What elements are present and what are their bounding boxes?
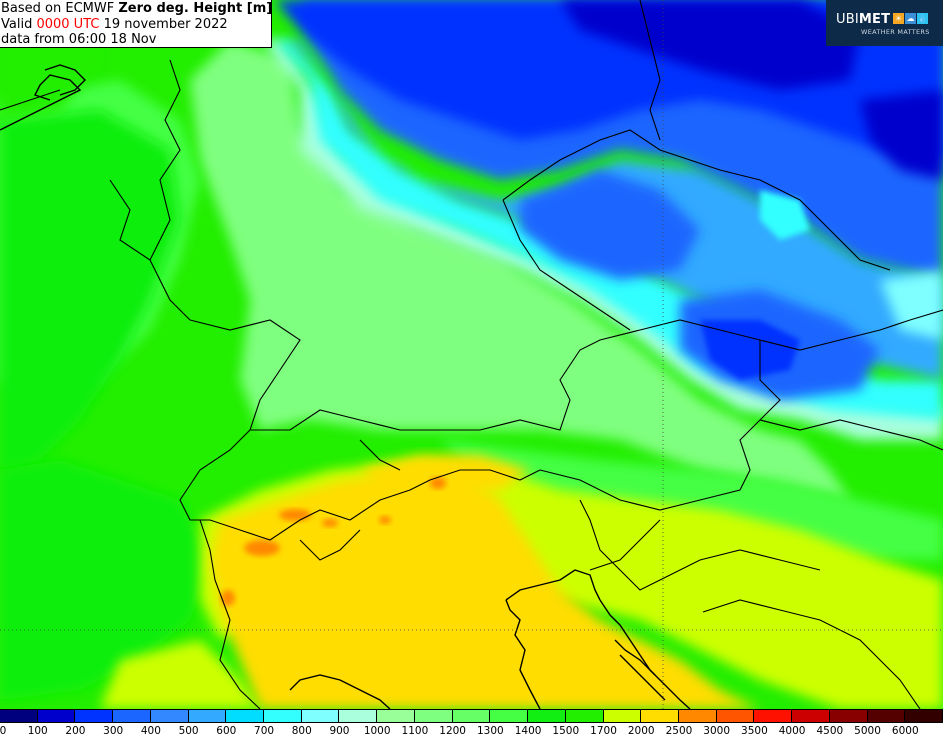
cyan-band bbox=[275, 40, 943, 420]
legend-label: 3000 bbox=[703, 725, 731, 737]
orange-patch-5 bbox=[322, 519, 338, 527]
legend-label: 6000 bbox=[891, 725, 919, 737]
legend-swatch bbox=[490, 709, 529, 723]
logo-icons: ☀ ☁ 💧 bbox=[893, 13, 928, 24]
legend-swatch bbox=[603, 709, 642, 723]
legend-swatch bbox=[678, 709, 717, 723]
legend-label: 4500 bbox=[816, 725, 844, 737]
legend-label: 400 bbox=[140, 725, 161, 737]
map-area bbox=[0, 0, 943, 709]
light-green-band bbox=[190, 40, 850, 500]
legend-label: 900 bbox=[329, 725, 350, 737]
legend-swatch bbox=[75, 709, 114, 723]
legend-label: 300 bbox=[103, 725, 124, 737]
orange-patch-4 bbox=[221, 590, 235, 606]
legend-swatch bbox=[226, 709, 265, 723]
legend-label: 800 bbox=[291, 725, 312, 737]
legend-swatch bbox=[716, 709, 755, 723]
legend-swatch bbox=[867, 709, 906, 723]
legend-label: 2500 bbox=[665, 725, 693, 737]
legend-swatch bbox=[188, 709, 227, 723]
coastlines bbox=[0, 64, 691, 709]
legend-swatch bbox=[905, 709, 943, 723]
legend-swatch bbox=[377, 709, 415, 723]
legend-swatch bbox=[150, 709, 189, 723]
legend-bar bbox=[0, 709, 943, 723]
title-line-2: Valid 0000 UTC 19 november 2022 bbox=[1, 17, 271, 33]
blue-blob-czech bbox=[520, 170, 700, 280]
legend-label: 3500 bbox=[741, 725, 768, 737]
darkest-blue-patch-north bbox=[560, 0, 860, 90]
legend-swatch bbox=[565, 709, 604, 723]
valid-time: 0000 UTC bbox=[36, 16, 100, 32]
source-text: Based on ECMWF bbox=[1, 1, 119, 16]
valid-label: Valid bbox=[1, 16, 37, 32]
valid-date: 19 november 2022 bbox=[99, 16, 228, 32]
legend-label: 0 bbox=[0, 725, 7, 737]
legend-swatch bbox=[792, 709, 830, 723]
west-green-lower bbox=[0, 460, 210, 700]
logo-brand-strong: UBI bbox=[836, 12, 859, 27]
medium-green-south bbox=[440, 440, 943, 560]
country-borders bbox=[0, 0, 943, 709]
legend-label: 700 bbox=[254, 725, 275, 737]
zero-degree-height-map bbox=[0, 0, 943, 709]
legend-label: 1000 bbox=[363, 725, 391, 737]
color-legend: 0 100 200 300 400 500 600 700 800 900 1000 1100 1200… bbox=[0, 709, 943, 739]
cyan-patch-mid bbox=[760, 190, 810, 240]
legend-swatch bbox=[528, 709, 566, 723]
legend-label: 1200 bbox=[439, 725, 466, 737]
legend-label: 4000 bbox=[778, 725, 806, 737]
legend-swatch bbox=[0, 709, 38, 723]
title-line-1: Based on ECMWF Zero deg. Height [m] bbox=[1, 1, 273, 17]
logo-brand-rest: MET bbox=[858, 12, 891, 27]
sun-icon: ☀ bbox=[893, 13, 904, 24]
logo-wordmark: UBIMET bbox=[836, 12, 890, 27]
legend-swatch bbox=[641, 709, 679, 723]
legend-swatch bbox=[414, 709, 453, 723]
legend-swatch bbox=[339, 709, 378, 723]
logo-tagline: WEATHER MATTERS bbox=[861, 28, 930, 36]
darkest-blue-patch-east bbox=[860, 90, 943, 180]
legend-label: 2000 bbox=[627, 725, 655, 737]
blue-blob-central bbox=[700, 320, 800, 380]
legend-swatch bbox=[754, 709, 793, 723]
ubimet-logo: UBIMET ☀ ☁ 💧 WEATHER MATTERS bbox=[826, 0, 943, 46]
legend-label: 600 bbox=[216, 725, 237, 737]
title-line-3: data from 06:00 18 Nov bbox=[1, 32, 157, 47]
map-title-box: Based on ECMWF Zero deg. Height [m] Vali… bbox=[0, 0, 272, 48]
cyan-patch-east bbox=[880, 270, 943, 340]
legend-label: 100 bbox=[27, 725, 48, 737]
legend-label: 5000 bbox=[854, 725, 881, 737]
orange-patch-3 bbox=[430, 477, 446, 489]
west-green bbox=[0, 110, 180, 470]
legend-swatch bbox=[113, 709, 151, 723]
legend-label: 1400 bbox=[514, 725, 542, 737]
cloud-icon: ☁ bbox=[905, 13, 916, 24]
legend-swatch bbox=[829, 709, 868, 723]
drop-icon: 💧 bbox=[917, 13, 928, 24]
legend-label: 1100 bbox=[401, 725, 429, 737]
legend-swatch bbox=[37, 709, 76, 723]
legend-label: 500 bbox=[178, 725, 199, 737]
legend-label: 1300 bbox=[476, 725, 504, 737]
orange-patch-2 bbox=[279, 509, 311, 521]
legend-swatch bbox=[301, 709, 340, 723]
legend-label: 1500 bbox=[552, 725, 580, 737]
yellow-green-south bbox=[100, 640, 260, 709]
legend-swatch bbox=[452, 709, 491, 723]
orange-patch-1 bbox=[244, 540, 280, 556]
legend-label: 200 bbox=[65, 725, 86, 737]
legend-label: 1700 bbox=[590, 725, 617, 737]
orange-patch-6 bbox=[379, 516, 391, 524]
parameter-name: Zero deg. Height [m] bbox=[118, 1, 273, 16]
legend-swatch bbox=[264, 709, 302, 723]
yellow-po-valley bbox=[210, 470, 760, 709]
